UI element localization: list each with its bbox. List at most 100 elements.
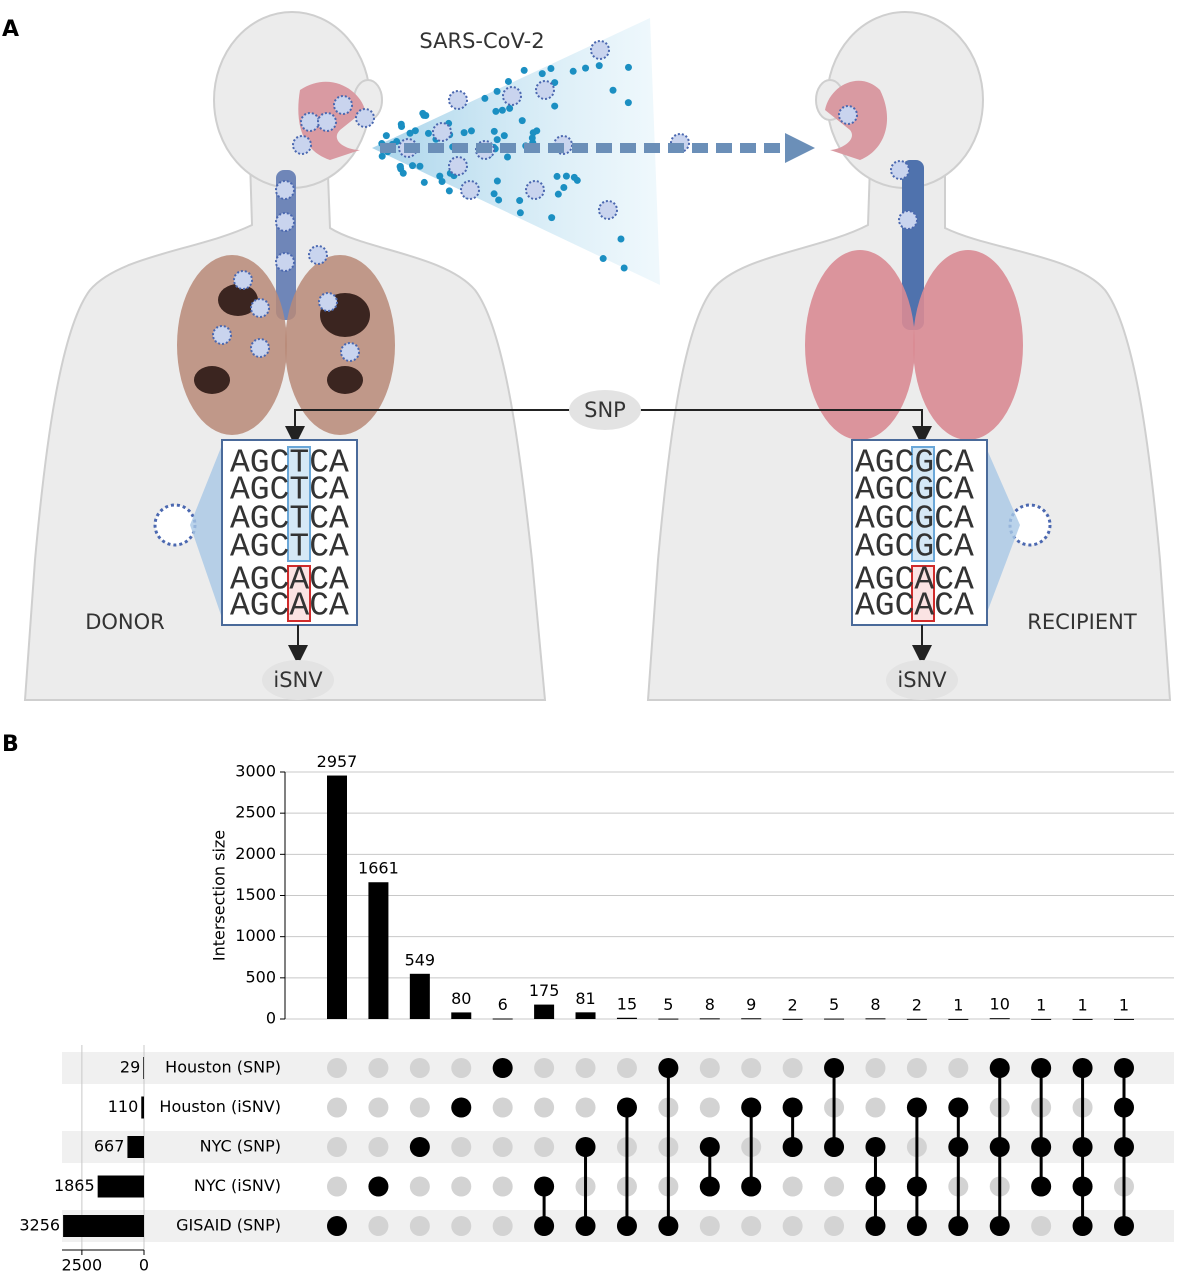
droplet [409, 162, 417, 170]
droplet [551, 102, 559, 110]
bar [906, 1018, 927, 1020]
connector [285, 409, 570, 446]
droplet [599, 255, 607, 263]
droplet [609, 86, 617, 94]
bar [409, 973, 430, 1019]
bar [575, 1012, 596, 1019]
inactive-dot [327, 1176, 347, 1197]
droplet [398, 122, 406, 130]
recipient-label: RECIPIENT [1027, 610, 1137, 634]
virion [448, 90, 468, 110]
member-dot [989, 1137, 1010, 1157]
upset-chart: 0 500 1000 1500 2000 2500 3000 Intersection siz… [19, 752, 1174, 1275]
y-tick-label: 2000 [235, 844, 276, 863]
value-label: 10 [990, 995, 1010, 1014]
donor-label: DONOR [85, 610, 165, 634]
inactive-dot [948, 1058, 969, 1078]
virion [318, 292, 338, 312]
member-dot [989, 1216, 1010, 1236]
value-label: 5 [663, 995, 673, 1014]
virion [275, 180, 295, 200]
virion [535, 80, 555, 100]
inactive-dot [327, 1097, 347, 1118]
virion [432, 122, 452, 142]
member-dot [1031, 1058, 1052, 1078]
droplet [493, 87, 501, 95]
y-axis-label: Intersection size [210, 830, 229, 961]
sequence: AGCACA [855, 562, 974, 599]
inactive-dot [575, 1097, 596, 1118]
connector [640, 409, 932, 446]
droplet [438, 178, 446, 186]
panel-label: A [2, 17, 19, 42]
value-label: 81 [575, 989, 595, 1008]
virion [275, 212, 295, 232]
sequence: AGCTCA [230, 501, 349, 538]
member-dot [368, 1176, 389, 1197]
droplet [516, 197, 524, 205]
bar [534, 1004, 555, 1019]
bar [368, 882, 389, 1019]
bar [782, 1018, 803, 1020]
member-dot [865, 1176, 886, 1197]
droplet [516, 209, 524, 217]
member-dot [699, 1137, 720, 1157]
set-name: Houston (SNP) [165, 1058, 281, 1077]
set-name: GISAID (SNP) [176, 1216, 281, 1235]
set-size-label: 110 [108, 1097, 139, 1116]
inactive-dot [782, 1216, 803, 1236]
inactive-dot [616, 1058, 637, 1078]
droplet [460, 129, 468, 137]
member-dot [409, 1137, 430, 1157]
y-tick-label: 500 [245, 967, 276, 986]
virion [340, 342, 360, 362]
set-bar [97, 1175, 144, 1198]
snp-bubble [569, 390, 641, 430]
inactive-dot [368, 1137, 389, 1157]
droplet [399, 169, 407, 177]
value-label: 5 [829, 995, 839, 1014]
set-bar [143, 1057, 144, 1079]
member-dot [616, 1216, 637, 1236]
virion [275, 252, 295, 272]
bar [451, 1012, 472, 1019]
member-dot [865, 1216, 886, 1236]
droplet [493, 136, 501, 144]
member-dot [616, 1097, 637, 1118]
droplet [498, 106, 506, 114]
member-dot [906, 1216, 927, 1236]
member-dot [741, 1176, 762, 1197]
bar [1031, 1018, 1052, 1020]
member-dot [824, 1058, 845, 1078]
droplet [548, 214, 556, 222]
droplet [553, 172, 561, 180]
inactive-dot [824, 1176, 845, 1197]
droplet [538, 70, 546, 78]
droplet [500, 132, 508, 140]
virion [233, 270, 253, 290]
virion [212, 325, 232, 345]
droplet [560, 183, 568, 191]
member-dot [741, 1097, 762, 1118]
member-dot [1114, 1097, 1134, 1118]
droplet [481, 94, 489, 102]
isnv-label: iSNV [273, 668, 323, 692]
droplet [504, 153, 512, 161]
member-dot [451, 1097, 472, 1118]
inactive-dot [409, 1058, 430, 1078]
callout [985, 445, 1020, 618]
droplet [490, 190, 498, 198]
set-name: NYC (SNP) [200, 1137, 281, 1156]
bar [1072, 1018, 1093, 1020]
droplet [445, 187, 453, 195]
inactive-dot [451, 1137, 472, 1157]
droplet [617, 235, 625, 243]
droplet [520, 66, 528, 74]
member-dot [699, 1176, 720, 1197]
sequence-boxes: AGCTCAAGCTCAAGCTCAAGCTCAAGCACAAGCACAAGCG… [221, 439, 988, 626]
bar [616, 1017, 637, 1019]
value-label: 6 [498, 995, 508, 1014]
inactive-dot [699, 1097, 720, 1118]
member-dot [575, 1137, 596, 1157]
